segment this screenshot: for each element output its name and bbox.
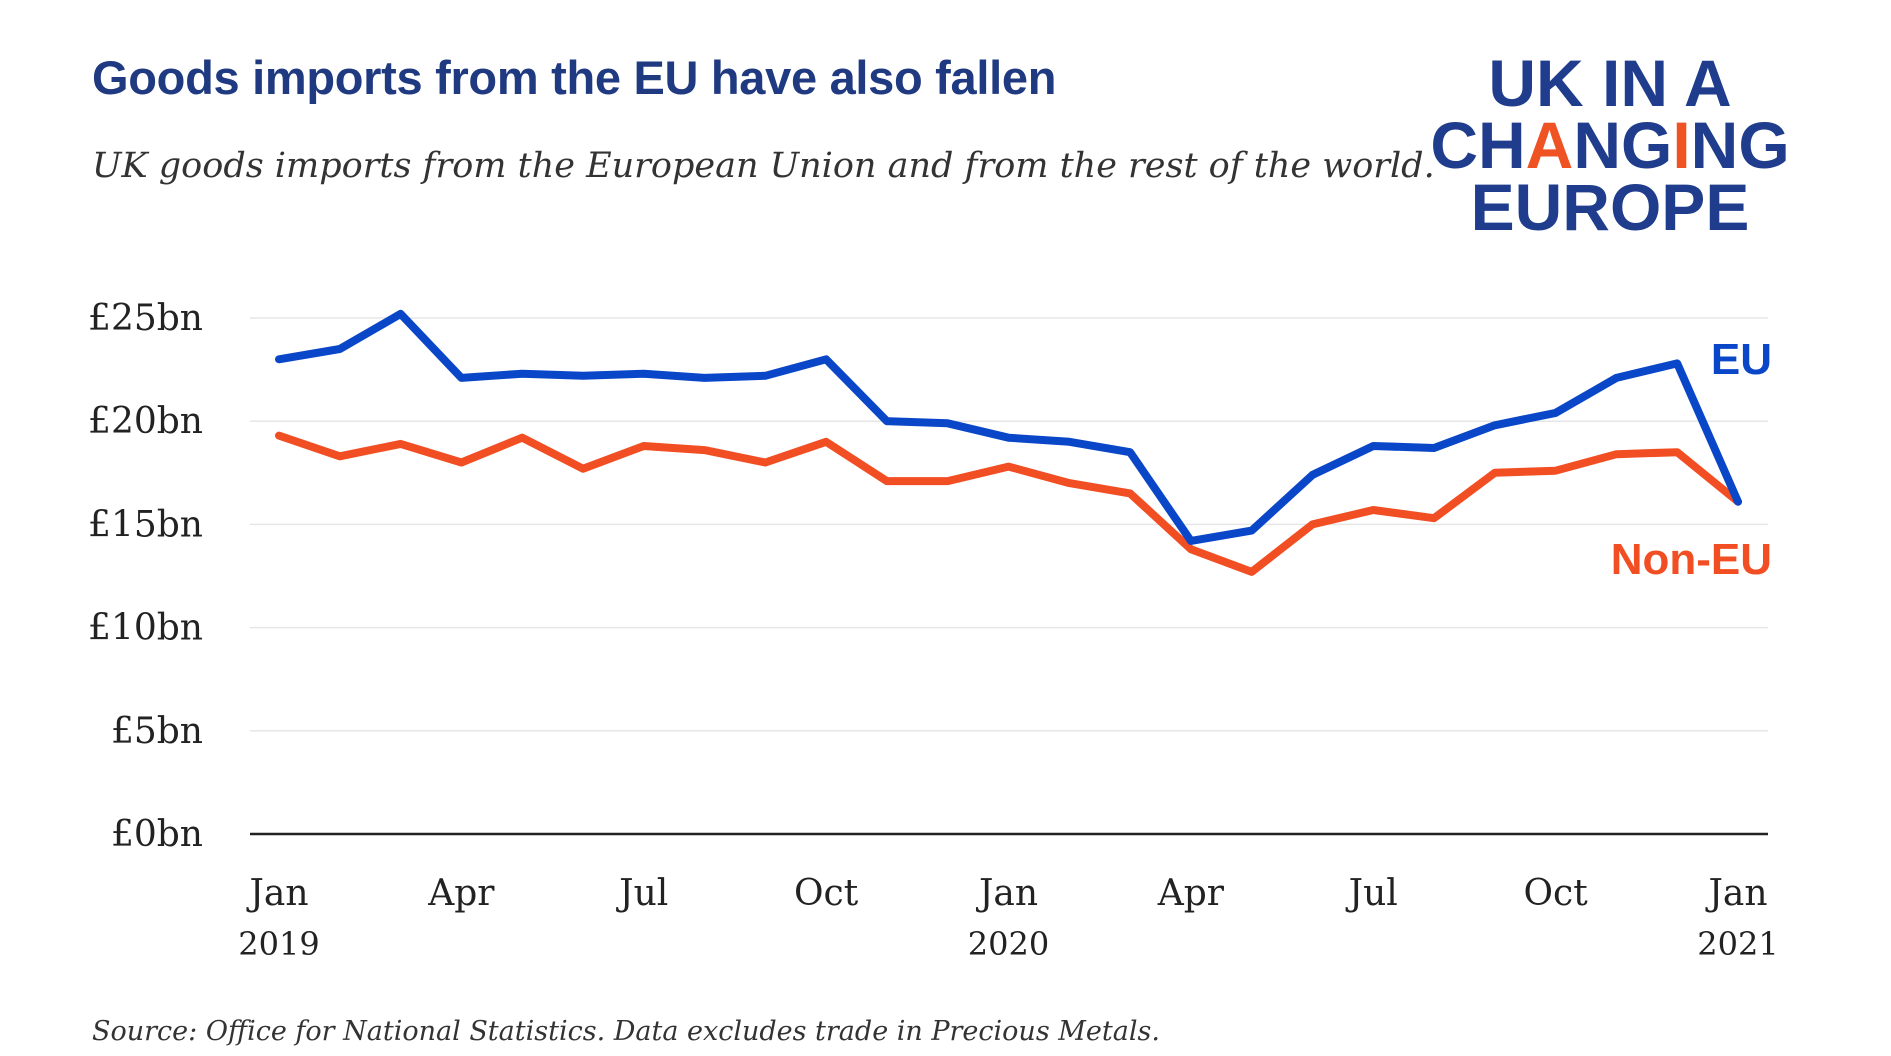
x-tick-label: Jan: [245, 873, 308, 914]
chart-series: [275, 309, 1742, 576]
x-tick-year-label: 2020: [968, 925, 1049, 963]
x-tick-label: Oct: [794, 873, 859, 914]
y-tick-label: £15bn: [88, 504, 203, 545]
chart-title: Goods imports from the EU have also fall…: [92, 51, 1057, 104]
y-tick-label: £20bn: [88, 401, 203, 442]
y-tick-label: £0bn: [111, 814, 203, 855]
logo-line-2: CHANGING: [1430, 108, 1790, 182]
logo-line-3: EUROPE: [1470, 170, 1750, 244]
x-tick-label: Apr: [427, 873, 495, 914]
y-tick-label: £10bn: [88, 608, 203, 649]
x-tick-label: Oct: [1524, 873, 1589, 914]
chart-subtitle: UK goods imports from the European Union…: [92, 146, 1435, 186]
series-labels: EU Non-EU: [1611, 335, 1772, 584]
series-label-non-eu: Non-EU: [1611, 535, 1772, 584]
series-label-eu: EU: [1711, 335, 1772, 384]
logo-line-1: UK IN A: [1488, 46, 1732, 120]
x-tick-label: Jan: [975, 873, 1038, 914]
source-note: Source: Office for National Statistics. …: [92, 1016, 1160, 1047]
y-axis-ticks: £0bn £5bn £10bn £15bn £20bn £25bn: [88, 298, 203, 855]
chart-grid: [250, 317, 1768, 836]
series-line-eu: [275, 309, 1742, 545]
x-tick-year-label: 2021: [1697, 925, 1778, 963]
x-tick-label: Apr: [1157, 873, 1225, 914]
series-line-non-eu: [275, 431, 1742, 576]
y-tick-label: £25bn: [88, 298, 203, 339]
x-axis-ticks: Jan 2019 Apr Jul Oct Jan 2020 Apr Jul Oct Jan 2021: [238, 873, 1778, 963]
uk-in-a-changing-europe-logo: UK IN A CHANGING EUROPE: [1400, 46, 1820, 244]
y-tick-label: £5bn: [111, 711, 203, 752]
x-tick-label: Jul: [1345, 873, 1398, 914]
x-tick-label: Jul: [615, 873, 668, 914]
x-tick-label: Jan: [1704, 873, 1767, 914]
x-tick-year-label: 2019: [238, 925, 319, 963]
